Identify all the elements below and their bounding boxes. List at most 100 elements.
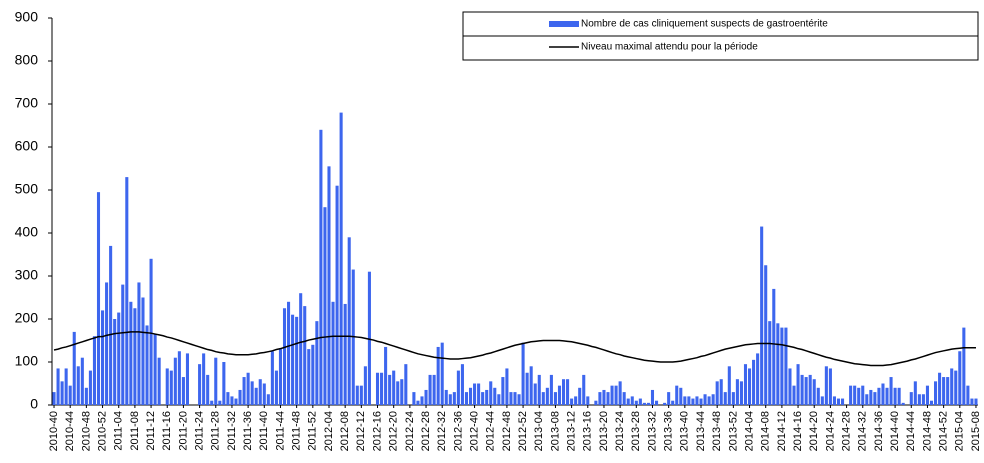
legend-label: Nombre de cas cliniquement suspects de g… <box>581 19 828 30</box>
bar <box>525 372 529 405</box>
x-tick-label: 2013-20 <box>598 411 610 451</box>
x-tick-label: 2011-28 <box>210 411 222 451</box>
bar <box>853 385 857 405</box>
bar <box>646 402 650 405</box>
bar <box>788 368 792 405</box>
bar <box>804 377 808 405</box>
bar <box>570 398 574 405</box>
bar <box>109 245 113 405</box>
bar <box>218 400 222 405</box>
x-tick-label: 2012-48 <box>501 411 513 451</box>
bar <box>667 392 671 405</box>
bar <box>214 357 218 405</box>
bar <box>149 258 153 405</box>
bar <box>780 327 784 405</box>
bar <box>663 402 667 405</box>
bar <box>893 387 897 405</box>
bar <box>169 370 173 405</box>
bar <box>400 379 404 405</box>
bar <box>153 334 157 405</box>
bar <box>622 392 626 405</box>
bar <box>80 357 84 405</box>
bar <box>88 370 92 405</box>
bar <box>327 166 331 405</box>
bar <box>747 368 752 405</box>
bar <box>626 398 630 405</box>
bar <box>654 400 659 405</box>
bar <box>760 226 764 405</box>
bar <box>707 396 711 405</box>
bar <box>96 192 101 405</box>
bar <box>141 297 145 405</box>
bar <box>440 342 444 405</box>
bar <box>428 374 432 405</box>
bar <box>881 383 885 405</box>
bar <box>68 385 72 405</box>
bar <box>489 381 493 405</box>
x-tick-label: 2013-28 <box>630 411 642 451</box>
bar <box>731 392 735 405</box>
x-tick-label: 2014-28 <box>840 411 852 451</box>
legend-swatch <box>549 21 579 27</box>
bar <box>145 325 149 405</box>
bar <box>416 400 420 405</box>
bar <box>970 398 974 405</box>
x-tick-label: 2010-44 <box>64 411 76 451</box>
bar <box>877 387 881 405</box>
x-tick-label: 2013-04 <box>533 411 545 451</box>
bar <box>347 237 351 405</box>
legend-box <box>462 11 979 37</box>
bar <box>185 353 189 405</box>
bar <box>432 374 436 405</box>
bar <box>331 301 335 405</box>
x-tick-label: 2012-20 <box>388 411 400 451</box>
x-tick-label: 2015-04 <box>954 411 966 451</box>
bar <box>533 383 537 405</box>
bar <box>735 379 739 405</box>
bar <box>501 377 505 405</box>
bar <box>739 381 743 405</box>
y-tick-label: 800 <box>15 52 39 68</box>
bar <box>675 385 679 405</box>
bar <box>444 389 448 405</box>
x-tick-label: 2014-04 <box>743 411 755 451</box>
bar <box>380 372 384 405</box>
bar <box>278 349 283 405</box>
bar <box>549 374 553 405</box>
x-tick-label: 2010-40 <box>48 411 60 451</box>
bar <box>335 185 339 405</box>
legend-label: Niveau maximal attendu pour la période <box>581 42 758 53</box>
bar <box>711 394 715 405</box>
bar <box>792 385 796 405</box>
bar <box>238 389 242 405</box>
bar <box>485 389 489 405</box>
bar <box>448 394 452 405</box>
x-tick-label: 2012-36 <box>452 411 464 451</box>
bar <box>64 368 68 405</box>
x-tick-label: 2013-16 <box>582 411 594 451</box>
bar <box>679 387 683 405</box>
bar <box>521 342 525 405</box>
bar <box>873 392 877 405</box>
bar <box>917 394 921 405</box>
x-tick-label: 2012-12 <box>355 411 367 451</box>
y-tick-label: 300 <box>15 267 39 283</box>
bar <box>468 387 473 405</box>
bar <box>913 381 917 405</box>
y-tick-label: 900 <box>15 9 39 25</box>
bar <box>561 379 566 405</box>
bar <box>578 387 582 405</box>
bar <box>541 392 545 405</box>
bar <box>715 381 719 405</box>
bar <box>820 396 824 405</box>
bar <box>929 400 934 405</box>
bar <box>703 394 707 405</box>
bar <box>303 306 307 405</box>
bar <box>242 377 246 405</box>
bar <box>812 379 816 405</box>
bar <box>764 265 768 405</box>
line <box>53 331 976 367</box>
bar <box>359 385 363 405</box>
bar <box>517 394 521 405</box>
bar <box>889 377 893 405</box>
